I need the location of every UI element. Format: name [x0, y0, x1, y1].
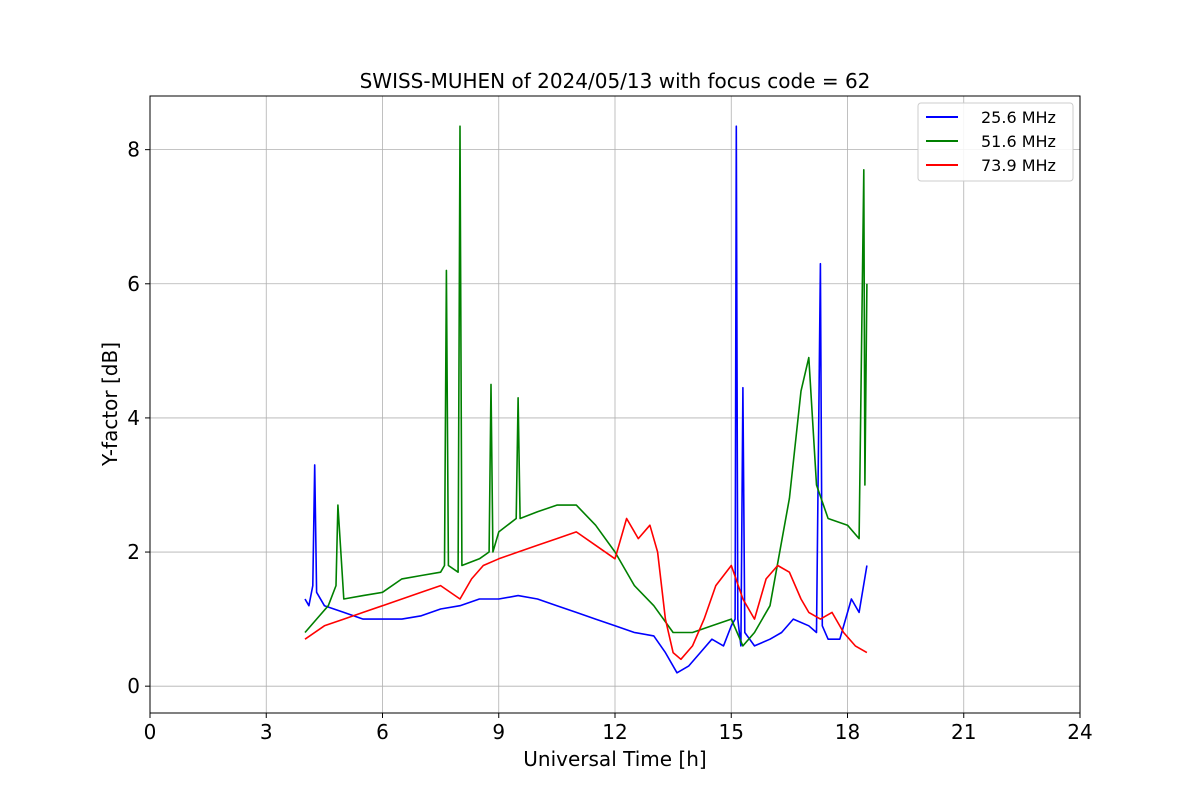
- x-axis-title: Universal Time [h]: [523, 747, 706, 771]
- series-line-51-6-MHz: [304, 125, 868, 647]
- series-line-25-6-MHz: [304, 125, 868, 674]
- x-tick-label: 3: [260, 720, 273, 744]
- x-tick-label: 6: [376, 720, 389, 744]
- series-layer: [304, 125, 868, 674]
- legend-frame: [917, 102, 1074, 182]
- x-tick-label: 24: [1067, 720, 1092, 744]
- y-tick-label: 2: [127, 540, 140, 564]
- chart-title: SWISS-MUHEN of 2024/05/13 with focus cod…: [360, 69, 871, 93]
- legend: 25.6 MHz 51.6 MHz 73.9 MHz: [917, 102, 1074, 182]
- y-tick-label: 6: [127, 272, 140, 296]
- x-tick-label: 18: [835, 720, 860, 744]
- legend-label: 51.6 MHz: [981, 132, 1056, 151]
- x-tick-label: 12: [602, 720, 627, 744]
- y-axis-title: Y-factor [dB]: [98, 342, 122, 467]
- legend-label: 25.6 MHz: [981, 108, 1056, 127]
- legend-label: 73.9 MHz: [981, 156, 1056, 175]
- y-tick-label: 0: [127, 674, 140, 698]
- series-line-73-9-MHz: [304, 517, 868, 661]
- y-tick-label: 8: [127, 138, 140, 162]
- x-tick-label: 15: [719, 720, 744, 744]
- x-tick-label: 21: [951, 720, 976, 744]
- x-tick-label: 9: [492, 720, 505, 744]
- x-tick-label: 0: [144, 720, 157, 744]
- y-tick-label: 4: [127, 406, 140, 430]
